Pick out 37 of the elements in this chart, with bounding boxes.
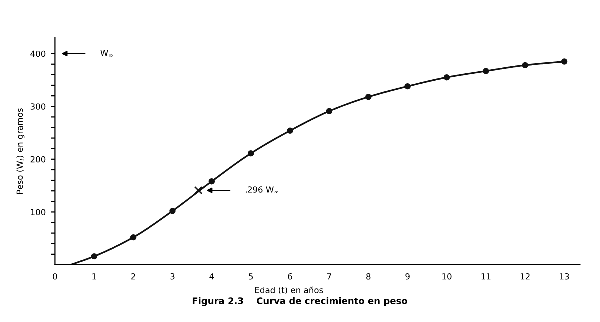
x-tick-label: 2 bbox=[132, 273, 136, 280]
point bbox=[170, 208, 176, 214]
point bbox=[248, 150, 254, 157]
point bbox=[326, 108, 333, 114]
x-tick-label: 0 bbox=[53, 273, 58, 280]
annotation: W$_{∞}$ bbox=[100, 50, 113, 57]
y-axis-title: Peso (W$_{t}$) en gramos bbox=[16, 108, 25, 194]
y-tick-label: 300 bbox=[30, 104, 46, 110]
x-tick-label: 12 bbox=[520, 273, 530, 280]
x-tick-label: 3 bbox=[170, 273, 175, 280]
point bbox=[130, 234, 137, 241]
x-tick-label: 7 bbox=[327, 274, 332, 280]
point bbox=[444, 74, 450, 81]
point bbox=[561, 58, 568, 65]
y-tick-label: 400 bbox=[30, 50, 46, 58]
x-axis-title: Edad (t) en años bbox=[256, 286, 324, 294]
point bbox=[287, 128, 294, 134]
annotation: .296 W$_{∞}$ bbox=[246, 186, 278, 194]
point bbox=[366, 94, 372, 100]
x-tick-label: 6 bbox=[288, 273, 292, 280]
x-tick-label: 11 bbox=[482, 274, 491, 280]
x-tick-label: 10 bbox=[442, 273, 452, 280]
x-tick-label: 1 bbox=[92, 274, 96, 280]
x-tick-label: 8 bbox=[366, 273, 371, 280]
point bbox=[208, 178, 216, 185]
y-tick-label: 200 bbox=[30, 156, 46, 163]
x-tick-label: 9 bbox=[406, 273, 410, 280]
x-tick-label: 5 bbox=[249, 274, 254, 280]
point bbox=[522, 62, 528, 69]
y-tick-label: 100 bbox=[31, 209, 46, 216]
point bbox=[404, 83, 411, 90]
x-tick-label: 4 bbox=[210, 274, 214, 280]
point bbox=[483, 68, 490, 74]
point bbox=[91, 253, 98, 260]
text: Figura 2.3 Curva de crecimiento en peso bbox=[192, 297, 408, 306]
point bbox=[194, 186, 203, 195]
x-tick-label: 13 bbox=[560, 273, 570, 280]
